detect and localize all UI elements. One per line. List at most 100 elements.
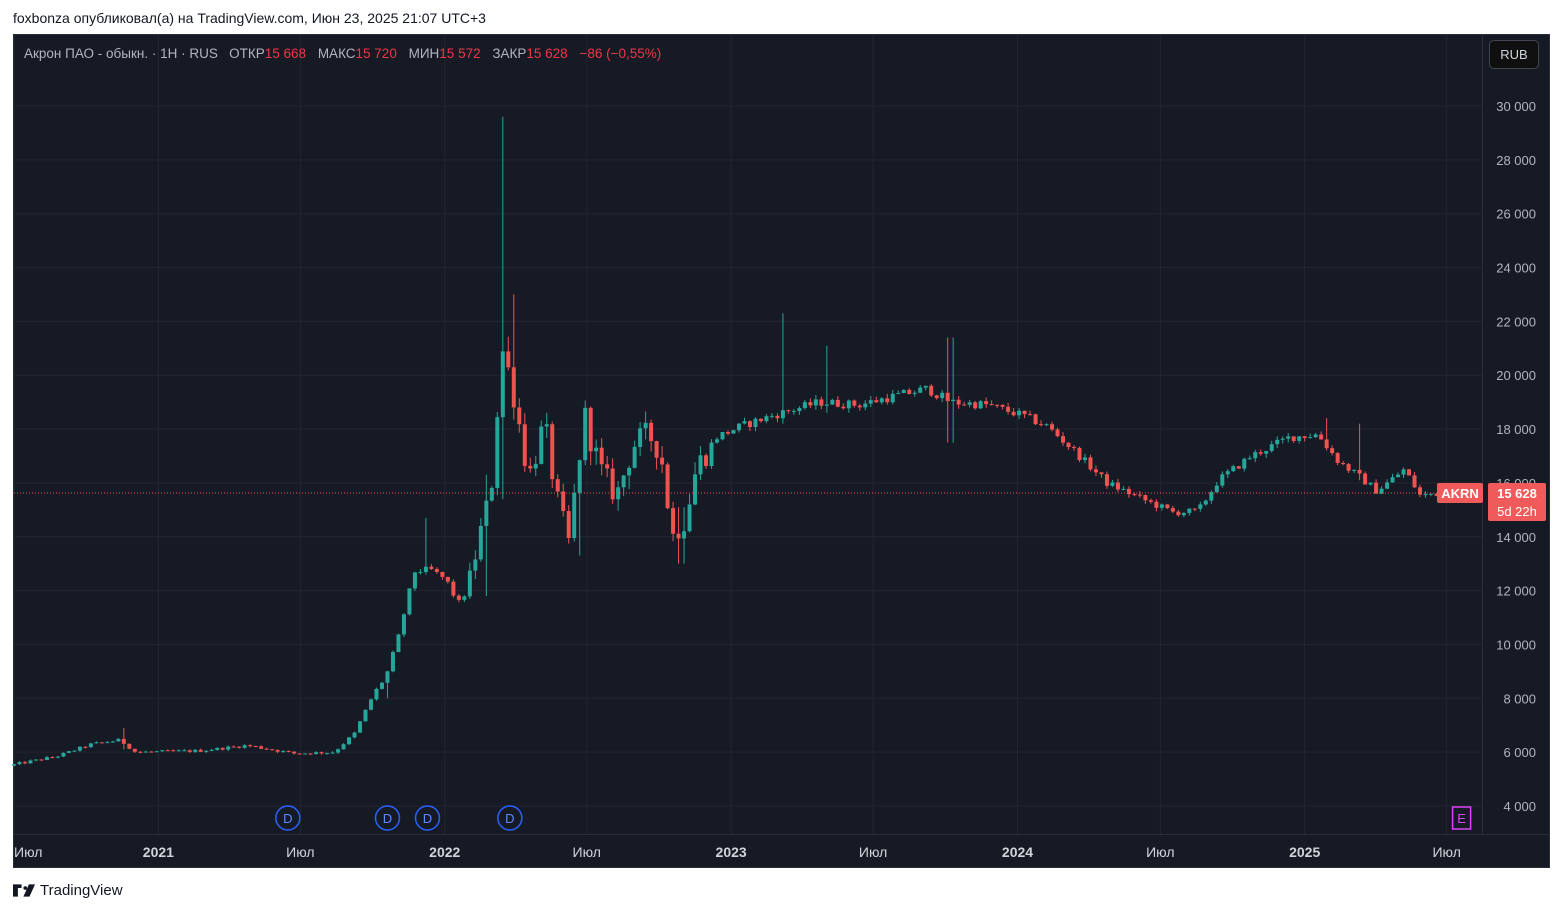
candle-body xyxy=(1072,447,1077,449)
candle-body xyxy=(555,479,560,492)
candle-body xyxy=(1220,474,1225,486)
candle-body xyxy=(33,759,38,761)
candle-body xyxy=(577,460,582,493)
tradingview-brand: TradingView xyxy=(40,882,123,899)
publish-caption: foxbonza опубликовал(а) на TradingView.c… xyxy=(13,10,486,26)
candle-body xyxy=(1253,452,1258,459)
candle-body xyxy=(1006,406,1011,412)
candle-body xyxy=(187,750,192,752)
candle-body xyxy=(709,442,714,467)
candle-body xyxy=(88,743,93,748)
candle-body xyxy=(1110,482,1115,486)
currency-button[interactable]: RUB xyxy=(1489,40,1539,69)
candle-body xyxy=(385,671,390,683)
low-value: 15 572 xyxy=(439,46,481,61)
candle-body xyxy=(1017,410,1022,416)
candle-body xyxy=(286,750,291,752)
candle-body xyxy=(297,753,302,755)
candle-body xyxy=(77,746,82,751)
candle-body xyxy=(1214,485,1219,493)
candle-body xyxy=(368,699,373,710)
candle-body xyxy=(1434,493,1439,496)
candle-body xyxy=(1374,482,1379,494)
time-tick-label: Июл xyxy=(859,844,887,860)
price-tick-label: 30 000 xyxy=(1496,99,1536,114)
candle-body xyxy=(561,491,566,512)
price-tick-label: 12 000 xyxy=(1496,584,1536,599)
candle-body xyxy=(1148,500,1153,502)
candle-body xyxy=(1055,429,1060,437)
candle-body xyxy=(698,455,703,475)
price-badge-bg xyxy=(1488,482,1546,521)
candle-body xyxy=(819,399,824,406)
candle-body xyxy=(1247,458,1252,460)
candle-body xyxy=(352,732,357,738)
candle-body xyxy=(1225,471,1230,475)
candle-body xyxy=(857,405,862,408)
candle-body xyxy=(379,682,384,689)
candle-body xyxy=(808,402,813,406)
candle-body xyxy=(17,762,22,765)
candle-body xyxy=(1308,437,1313,439)
candle-body xyxy=(176,750,181,752)
candle-body xyxy=(138,751,143,753)
candle-body xyxy=(676,533,681,539)
candle-body xyxy=(929,385,934,396)
candle-body xyxy=(824,404,829,406)
chart-pane[interactable] xyxy=(13,34,1550,868)
candle-body xyxy=(121,738,126,744)
price-tick-label: 14 000 xyxy=(1496,530,1536,545)
candle-body xyxy=(1170,508,1175,512)
candle-body xyxy=(94,742,99,744)
time-tick-label: 2021 xyxy=(143,844,174,860)
candle-body xyxy=(649,422,654,442)
time-axis-border xyxy=(13,834,1550,835)
candle-body xyxy=(693,474,698,505)
time-tick-label: Июл xyxy=(286,844,314,860)
price-tick-label: 20 000 xyxy=(1496,368,1536,383)
open-label: ОТКР xyxy=(229,46,265,61)
candle-body xyxy=(594,447,599,452)
candle-body xyxy=(434,569,439,572)
candle-body xyxy=(951,399,956,402)
candle-body xyxy=(786,410,791,412)
candle-body xyxy=(358,721,363,733)
candle-body xyxy=(1143,495,1148,501)
candle-body xyxy=(110,741,115,743)
candle-body xyxy=(665,464,670,509)
candle-body xyxy=(248,745,253,747)
candle-body xyxy=(511,367,516,408)
candle-body xyxy=(209,749,214,751)
candle-body xyxy=(165,750,170,752)
dividend-marker-circle xyxy=(374,805,401,831)
candle-body xyxy=(1297,436,1302,441)
candle-body xyxy=(418,571,423,573)
candle-body xyxy=(775,415,780,419)
candle-body xyxy=(758,418,763,422)
candle-body xyxy=(292,751,297,754)
candle-body xyxy=(995,404,1000,406)
candle-body xyxy=(451,581,456,596)
tradingview-logo[interactable]: TradingView xyxy=(13,882,123,899)
candle-body xyxy=(973,402,978,409)
candle-body xyxy=(506,351,511,368)
dividend-marker-circle xyxy=(414,805,441,831)
candle-body xyxy=(863,403,868,408)
candle-body xyxy=(374,688,379,700)
candle-body xyxy=(363,709,368,722)
candle-body xyxy=(687,504,692,532)
candle-body xyxy=(550,424,555,480)
candle-body xyxy=(1050,424,1055,430)
candle-body xyxy=(22,762,27,764)
candle-body xyxy=(720,432,725,440)
candle-body xyxy=(242,745,247,748)
candle-body xyxy=(682,531,687,539)
candle-body xyxy=(50,757,55,759)
candle-body xyxy=(1022,410,1027,415)
candle-body xyxy=(978,401,983,409)
candle-body xyxy=(813,399,818,406)
candle-body xyxy=(632,446,637,468)
candle-body xyxy=(1242,458,1247,469)
candle-body xyxy=(154,751,159,753)
